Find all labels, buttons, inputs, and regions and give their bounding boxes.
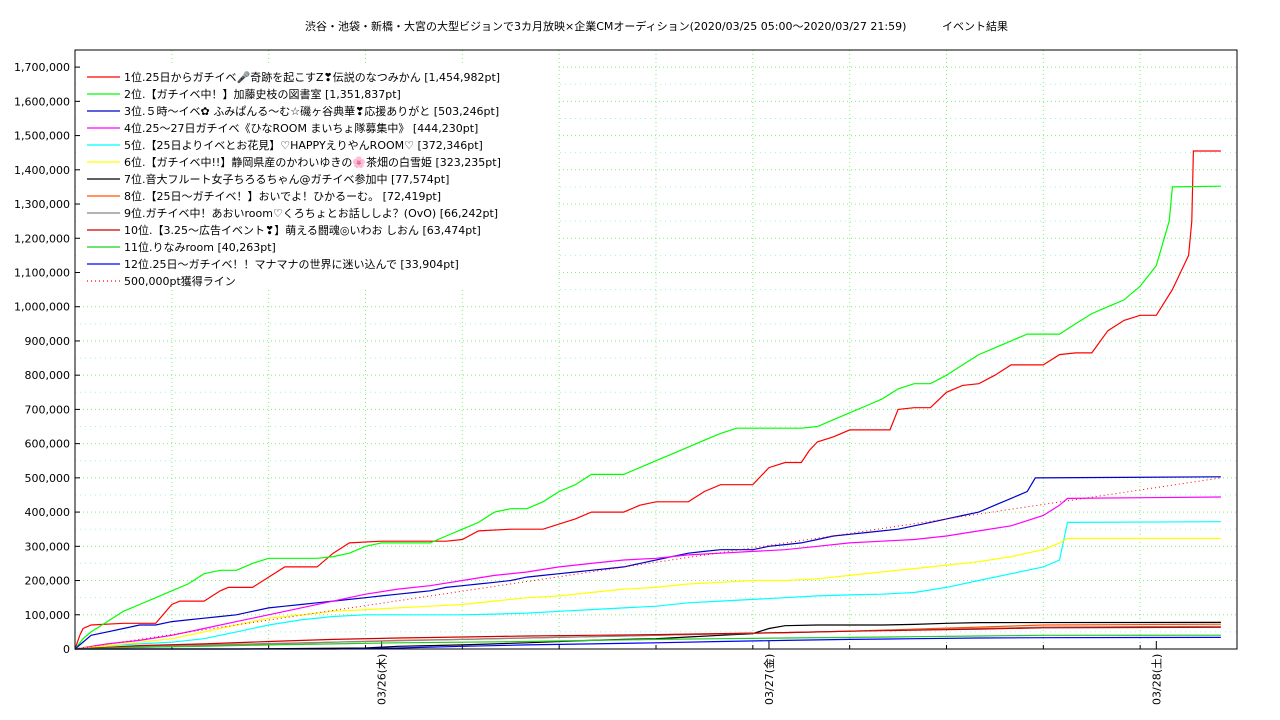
series-line-3 xyxy=(74,476,1221,650)
legend-background xyxy=(80,66,558,290)
y-tick-label: 1,700,000 xyxy=(14,61,70,74)
legend-entry: 6位.【ガチイベ中!!】静岡県産のかわいゆきの🌸茶畑の白雪姫 [323,235p… xyxy=(124,155,501,169)
legend-entry: 11位.りなみroom [40,263pt] xyxy=(124,240,276,254)
legend-entry: 4位.25〜27日ガチイベ《ひなROOM まいちょ隊募集中》 [444,230p… xyxy=(124,121,478,135)
legend-entry: 2位.【ガチイベ中！】加藤史枝の図書室 [1,351,837pt] xyxy=(124,87,401,101)
x-tick-label: 03/26(木) xyxy=(376,654,389,705)
y-tick-label: 1,100,000 xyxy=(14,266,70,279)
y-axis: 0 100,000 200,000 300,000 400,000 500,000 600,… xyxy=(14,61,80,656)
y-tick-label: 600,000 xyxy=(25,438,71,451)
x-tick-label: 03/28(土) xyxy=(1150,654,1163,705)
series-line-6 xyxy=(74,537,1221,650)
y-tick-label: 1,500,000 xyxy=(14,130,70,143)
y-tick-label: 200,000 xyxy=(25,575,71,588)
y-tick-label: 1,400,000 xyxy=(14,164,70,177)
chart-subtitle: イベント結果 xyxy=(942,19,1008,33)
y-tick-label: 400,000 xyxy=(25,506,71,519)
series-line-4 xyxy=(74,496,1221,650)
series-line-7 xyxy=(75,621,1221,650)
legend-entry: 10位.【3.25〜広告イベント❣】萌える闘魂◎いわお しおん [63,474p… xyxy=(124,223,481,237)
y-tick-label: 300,000 xyxy=(25,540,71,553)
y-tick-label: 1,200,000 xyxy=(14,232,70,245)
series-line-10 xyxy=(74,626,1221,650)
y-tick-label: 0 xyxy=(63,643,70,656)
y-tick-label: 100,000 xyxy=(25,609,71,622)
series-line-2 xyxy=(74,185,1221,650)
x-axis: 03/26(木) 03/27(金) 03/28(土) xyxy=(376,641,1163,705)
legend: 1位.25日からガチイベ🎤奇跡を起こすZ❣伝説のなつみかん [1,454,982… xyxy=(80,66,558,290)
y-tick-label: 1,000,000 xyxy=(14,301,70,314)
series-line-11 xyxy=(74,634,1221,650)
series-line-5 xyxy=(74,521,1221,650)
legend-entry: 500,000pt獲得ライン xyxy=(124,275,236,288)
y-tick-label: 1,300,000 xyxy=(14,198,70,211)
legend-entry: 7位.音大フルート女子ちろるちゃん@ガチイベ参加中 [77,574pt] xyxy=(124,172,449,186)
y-tick-label: 900,000 xyxy=(25,335,71,348)
y-tick-label: 500,000 xyxy=(25,472,71,485)
plot-frame xyxy=(74,49,1238,650)
legend-entry: 5位.【25日よりイベとお花見】♡HAPPYえりやんROOM♡ [372,346… xyxy=(124,138,483,152)
legend-entry: 12位.25日〜ガチイベ！！マナマナの世界に迷い込んで [33,904pt] xyxy=(124,257,459,271)
y-tick-label: 1,600,000 xyxy=(14,95,70,108)
y-tick-label: 800,000 xyxy=(25,369,71,382)
legend-entry: 3位.５時〜イベ✿ ふみぱんる〜む☆磯ヶ谷典華❣応援ありがと [503,246p… xyxy=(124,104,499,118)
series-line-1 xyxy=(74,150,1221,650)
legend-entry: 1位.25日からガチイベ🎤奇跡を起こすZ❣伝説のなつみかん [1,454,982… xyxy=(124,70,500,84)
chart-title: 渋谷・池袋・新橋・大宮の大型ビジョンで3カ月放映×企業CMオーディション(202… xyxy=(305,19,906,33)
y-tick-label: 700,000 xyxy=(25,403,71,416)
x-tick-label: 03/27(金) xyxy=(762,654,776,705)
legend-entry: 8位.【25日〜ガチイベ！】おいでよ！ひかるーむ。 [72,419pt] xyxy=(124,189,441,203)
legend-entry: 9位.ガチイベ中！あおいroom♡くろちょとお話ししよ？(OvO) [66,24… xyxy=(124,206,498,220)
